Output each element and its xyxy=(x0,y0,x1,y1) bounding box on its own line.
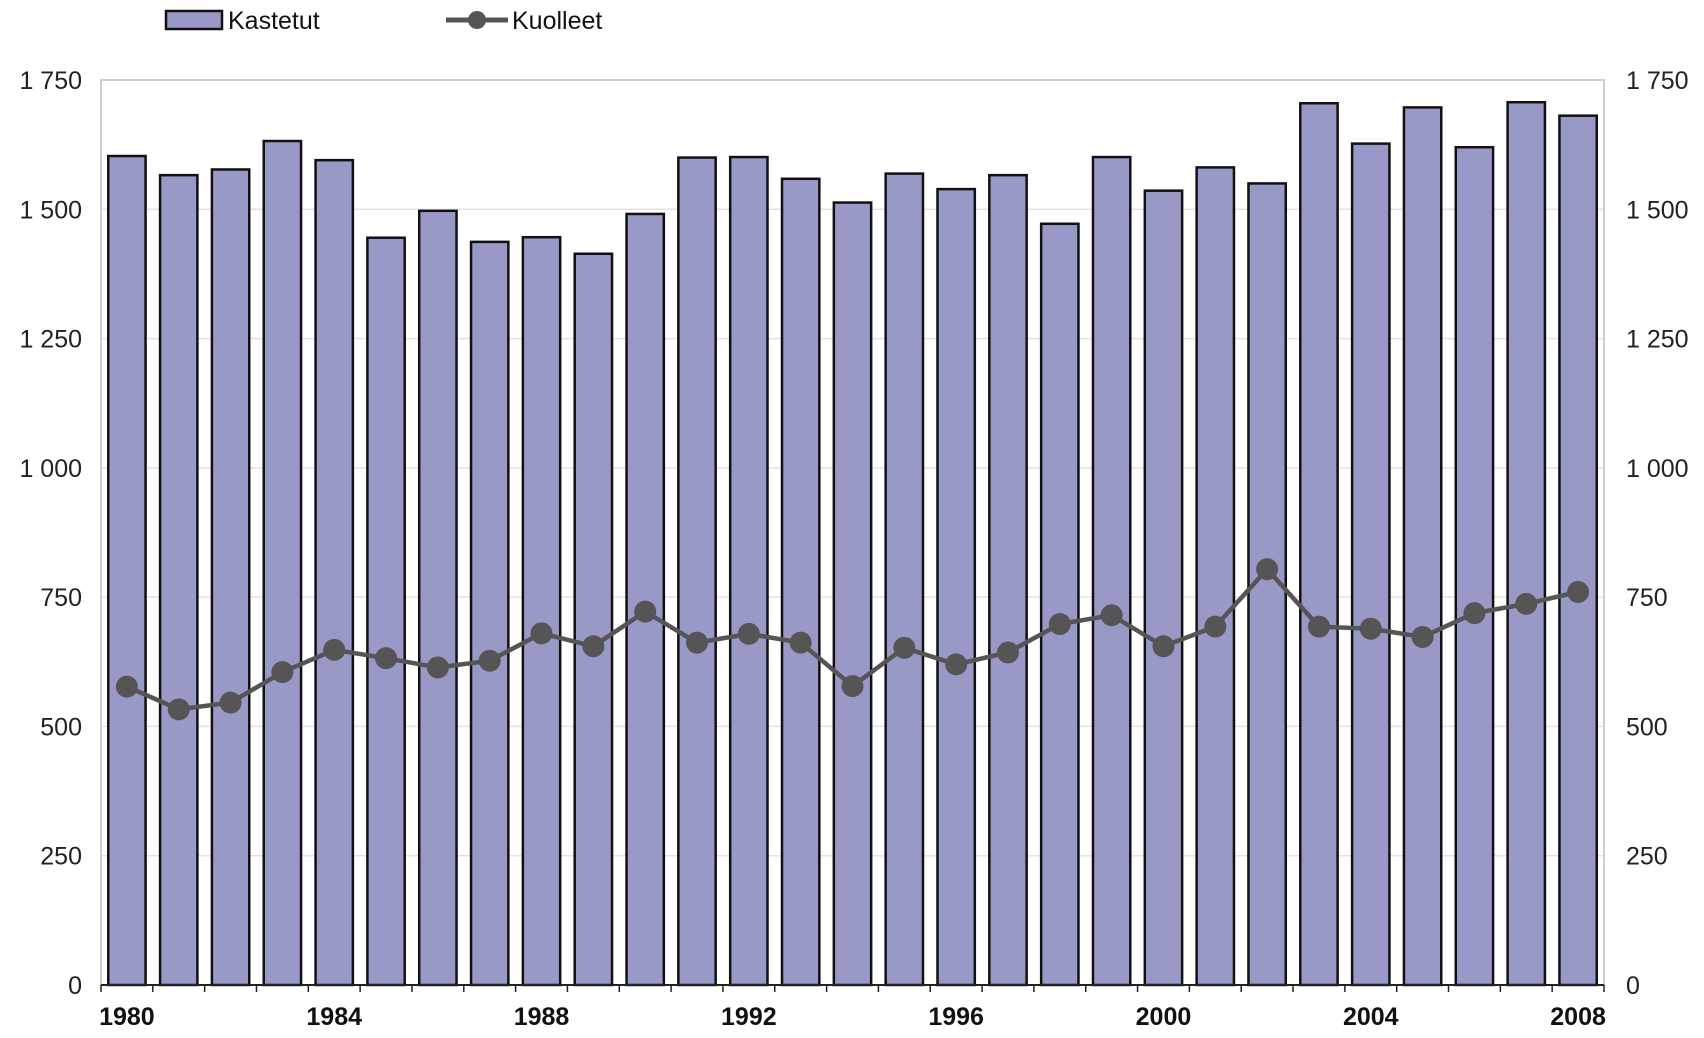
point-kuolleet-2001 xyxy=(1204,615,1227,638)
y-tick-label-right: 1 500 xyxy=(1626,196,1689,224)
bar-kastetut-1980 xyxy=(107,154,147,987)
point-kuolleet-1988 xyxy=(530,622,553,645)
bar-kastetut-2008 xyxy=(1558,114,1598,987)
point-kuolleet-2002 xyxy=(1256,558,1279,581)
point-kuolleet-1986 xyxy=(426,656,449,679)
bar-kastetut-1999 xyxy=(1091,155,1132,987)
bar-kastetut-2006 xyxy=(1454,145,1495,987)
y-tick-label-right: 1 250 xyxy=(1626,326,1689,354)
bar-kastetut-1994 xyxy=(832,201,873,987)
y-tick-label-left: 1 250 xyxy=(19,326,82,354)
y-tick-label-right: 250 xyxy=(1626,843,1668,871)
point-kuolleet-1996 xyxy=(945,653,968,676)
point-kuolleet-1981 xyxy=(167,698,190,721)
x-tick-label: 2004 xyxy=(1343,1003,1399,1031)
y-tick-label-right: 1 750 xyxy=(1626,67,1689,95)
bars-group xyxy=(107,100,1598,987)
bar-kastetut-1995 xyxy=(884,172,925,987)
bar-kastetut-1998 xyxy=(1039,222,1080,987)
x-tick-label: 2008 xyxy=(1550,1003,1606,1031)
y-tick-label-right: 1 000 xyxy=(1626,455,1689,483)
bar-kastetut-1985 xyxy=(366,236,406,987)
point-kuolleet-2000 xyxy=(1152,635,1175,658)
bar-kastetut-1992 xyxy=(728,155,769,987)
point-kuolleet-1992 xyxy=(737,622,760,645)
point-kuolleet-1990 xyxy=(634,600,657,623)
point-kuolleet-1987 xyxy=(478,649,501,672)
point-kuolleet-1997 xyxy=(996,641,1019,664)
point-kuolleet-1993 xyxy=(789,631,812,654)
x-tick-label: 1992 xyxy=(721,1003,777,1031)
bar-kastetut-2003 xyxy=(1299,102,1339,987)
y-tick-label-right: 0 xyxy=(1626,972,1640,1000)
point-kuolleet-2008 xyxy=(1567,580,1590,603)
bar-kastetut-1984 xyxy=(314,158,355,987)
bar-kastetut-1991 xyxy=(677,156,717,987)
y-tick-label-left: 750 xyxy=(40,584,82,612)
x-tick-label: 1984 xyxy=(306,1003,362,1031)
legend-swatch-kastetut xyxy=(164,9,224,31)
bar-kastetut-1987 xyxy=(469,240,510,987)
bar-kastetut-2001 xyxy=(1195,166,1236,987)
bar-kastetut-1993 xyxy=(780,177,821,987)
x-tick-label: 1988 xyxy=(514,1003,570,1031)
bar-kastetut-1986 xyxy=(417,209,458,987)
y-tick-label-left: 1 750 xyxy=(19,67,82,95)
point-kuolleet-1995 xyxy=(893,636,916,659)
bar-kastetut-1988 xyxy=(521,235,562,987)
point-kuolleet-1994 xyxy=(841,675,864,698)
point-kuolleet-1985 xyxy=(375,647,398,670)
bar-kastetut-1989 xyxy=(573,252,614,987)
point-kuolleet-2003 xyxy=(1307,615,1330,638)
point-kuolleet-1998 xyxy=(1048,613,1071,636)
y-tick-label-left: 500 xyxy=(40,713,82,741)
legend-label-kastetut: Kastetut xyxy=(228,7,320,35)
point-kuolleet-1989 xyxy=(582,635,605,658)
y-tick-label-left: 1 500 xyxy=(19,196,82,224)
y-tick-label-right: 750 xyxy=(1626,584,1668,612)
bar-kastetut-1981 xyxy=(158,173,199,987)
legend-label-kuolleet: Kuolleet xyxy=(512,7,602,35)
point-kuolleet-2006 xyxy=(1463,602,1486,625)
bar-kastetut-2000 xyxy=(1143,189,1184,987)
point-kuolleet-2005 xyxy=(1411,625,1434,648)
bar-kastetut-2005 xyxy=(1402,106,1443,987)
legend: Kastetut Kuolleet xyxy=(164,7,602,35)
point-kuolleet-2004 xyxy=(1359,617,1382,640)
bar-kastetut-2007 xyxy=(1506,100,1547,987)
point-kuolleet-2007 xyxy=(1515,592,1538,615)
point-kuolleet-1984 xyxy=(323,638,346,661)
bar-kastetut-2004 xyxy=(1350,142,1391,987)
bar-kastetut-1990 xyxy=(625,212,666,987)
line-series-group xyxy=(115,558,1590,721)
point-kuolleet-1991 xyxy=(686,631,709,654)
point-kuolleet-1999 xyxy=(1100,604,1123,627)
point-kuolleet-1982 xyxy=(219,691,242,714)
point-kuolleet-1980 xyxy=(115,675,138,698)
y-tick-label-left: 250 xyxy=(40,843,82,871)
y-tick-label-left: 1 000 xyxy=(19,455,82,483)
point-kuolleet-1983 xyxy=(271,661,294,684)
bar-kastetut-1997 xyxy=(988,173,1028,987)
bar-kastetut-1996 xyxy=(936,187,977,987)
y-tick-label-right: 500 xyxy=(1626,713,1668,741)
legend-marker-kuolleet xyxy=(468,11,486,29)
axes-group: 0 0 250 250 500 500 750 750 1 000 1 000 1 250 1 250… xyxy=(19,67,1688,1031)
bar-kastetut-1982 xyxy=(210,168,251,987)
x-tick-label: 1996 xyxy=(928,1003,984,1031)
y-tick-label-left: 0 xyxy=(68,972,82,1000)
x-tick-label: 1980 xyxy=(99,1003,155,1031)
bar-kastetut-1983 xyxy=(262,139,303,987)
x-tick-label: 2000 xyxy=(1136,1003,1192,1031)
